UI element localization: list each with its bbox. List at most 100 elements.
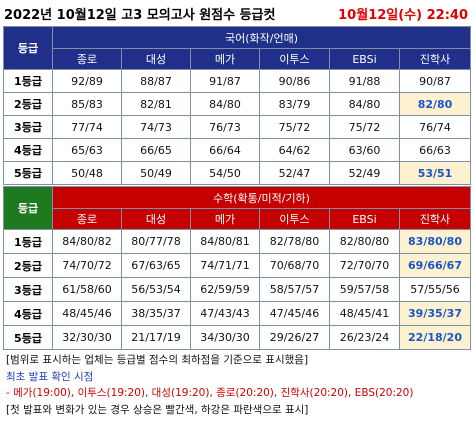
- math-col-mega: 메가: [190, 208, 260, 230]
- score-cell: 26/23/24: [329, 325, 400, 350]
- korean-col-etoos: 이투스: [259, 48, 330, 70]
- korean-col-mega: 메가: [190, 48, 260, 70]
- math-grade-header: 등급: [3, 186, 53, 230]
- grade-label: 3등급: [3, 115, 53, 139]
- score-cell: 70/68/70: [259, 253, 330, 278]
- table-row: 5등급 50/48 50/49 54/50 52/47 52/49 53/51: [3, 161, 472, 185]
- table-row: 4등급 48/45/46 38/35/37 47/43/43 47/45/46 …: [3, 301, 471, 326]
- score-cell: 62/59/59: [190, 277, 260, 302]
- grade-label: 3등급: [3, 277, 53, 302]
- update-datetime: 10월12일(수) 22:40: [338, 8, 468, 23]
- header: 2022년 10월12일 고3 모의고사 원점수 등급컷 10월12일(수) 2…: [0, 0, 474, 26]
- korean-col-daesung: 대성: [121, 48, 191, 70]
- score-cell: 83/79: [259, 92, 330, 116]
- score-cell: 76/73: [190, 115, 260, 139]
- score-cell: 92/89: [52, 69, 122, 93]
- score-cell: 66/63: [398, 138, 472, 162]
- korean-group-header: 국어(화작/언매): [51, 26, 472, 49]
- table-row: 4등급 65/63 66/65 66/64 64/62 63/60 66/63: [3, 138, 472, 162]
- score-cell: 77/74: [52, 115, 122, 139]
- math-grade-table: 등급 수학(확통/미적/기하) 종로 대성 메가 이투스 EBSi 진학사 1등…: [3, 186, 471, 350]
- score-cell: 75/72: [329, 115, 400, 139]
- changed-score-cell: 39/35/37: [399, 301, 471, 326]
- score-cell: 38/35/37: [121, 301, 191, 326]
- table-row: 3등급 77/74 74/73 76/73 75/72 75/72 76/74: [3, 115, 472, 139]
- note-first-release-heading: 최초 발표 확인 시점: [6, 370, 94, 383]
- score-cell: 91/87: [190, 69, 260, 93]
- score-cell: 50/49: [121, 161, 191, 185]
- score-cell: 90/86: [259, 69, 330, 93]
- grade-label: 1등급: [3, 229, 53, 254]
- score-cell: 52/49: [329, 161, 400, 185]
- changed-score-cell: 22/18/20: [399, 325, 471, 350]
- score-cell: 47/43/43: [190, 301, 260, 326]
- score-cell: 88/87: [121, 69, 191, 93]
- score-cell: 80/77/78: [121, 229, 191, 254]
- table-row: 1등급 84/80/82 80/77/78 84/80/81 82/78/80 …: [3, 229, 471, 254]
- score-cell: 57/55/56: [399, 277, 471, 302]
- score-cell: 72/70/70: [329, 253, 400, 278]
- score-cell: 21/17/19: [121, 325, 191, 350]
- table-row: 5등급 32/30/30 21/17/19 34/30/30 29/26/27 …: [3, 325, 471, 350]
- math-col-daesung: 대성: [121, 208, 191, 230]
- score-cell: 66/65: [121, 138, 191, 162]
- score-cell: 52/47: [259, 161, 330, 185]
- note-release-times: - 메가(19:00), 이투스(19:20), 대성(19:20), 종로(2…: [6, 387, 414, 399]
- score-cell: 67/63/65: [121, 253, 191, 278]
- math-col-etoos: 이투스: [259, 208, 330, 230]
- score-cell: 61/58/60: [52, 277, 122, 302]
- changed-score-cell: 82/80: [398, 92, 472, 116]
- score-cell: 75/72: [259, 115, 330, 139]
- score-cell: 66/64: [190, 138, 260, 162]
- score-cell: 85/83: [52, 92, 122, 116]
- score-cell: 59/57/58: [329, 277, 400, 302]
- score-cell: 91/88: [329, 69, 400, 93]
- grade-label: 4등급: [3, 301, 53, 326]
- korean-col-jongro: 종로: [52, 48, 122, 70]
- score-cell: 47/45/46: [259, 301, 330, 326]
- score-cell: 63/60: [329, 138, 400, 162]
- changed-score-cell: 69/66/67: [399, 253, 471, 278]
- grade-label: 2등급: [3, 253, 53, 278]
- score-cell: 58/57/57: [259, 277, 330, 302]
- korean-grade-table: 등급 국어(화작/언매) 종로 대성 메가 이투스 EBSi 진학사 1등급 9…: [3, 26, 472, 185]
- score-cell: 82/78/80: [259, 229, 330, 254]
- score-cell: 90/87: [398, 69, 472, 93]
- grade-label: 5등급: [3, 325, 53, 350]
- score-cell: 56/53/54: [121, 277, 191, 302]
- math-col-ebsi: EBSi: [329, 208, 400, 230]
- score-cell: 84/80: [329, 92, 400, 116]
- notes-section: [범위로 표시하는 업체는 등급별 점수의 최하점을 기준으로 표시했음] 최초…: [6, 352, 470, 418]
- grade-label: 4등급: [3, 138, 53, 162]
- grade-label: 5등급: [3, 161, 53, 185]
- grade-label: 1등급: [3, 69, 53, 93]
- math-group-header: 수학(확통/미적/기하): [52, 186, 471, 209]
- score-cell: 64/62: [259, 138, 330, 162]
- korean-col-jinhak: 진학사: [398, 48, 472, 70]
- score-cell: 74/70/72: [52, 253, 122, 278]
- score-cell: 74/71/71: [190, 253, 260, 278]
- page-title: 2022년 10월12일 고3 모의고사 원점수 등급컷: [4, 8, 276, 23]
- score-cell: 84/80/81: [190, 229, 260, 254]
- table-row: 3등급 61/58/60 56/53/54 62/59/59 58/57/57 …: [3, 277, 471, 302]
- korean-grade-header: 등급: [3, 26, 53, 70]
- score-cell: 84/80/82: [52, 229, 122, 254]
- table-row: 1등급 92/89 88/87 91/87 90/86 91/88 90/87: [3, 69, 472, 93]
- score-cell: 48/45/46: [52, 301, 122, 326]
- score-cell: 50/48: [52, 161, 122, 185]
- note-color-legend: [첫 발표와 변화가 있는 경우 상승은 빨간색, 하강은 파란색으로 표시]: [6, 403, 309, 416]
- score-cell: 74/73: [121, 115, 191, 139]
- table-row: 2등급 85/83 82/81 84/80 83/79 84/80 82/80: [3, 92, 472, 116]
- changed-score-cell: 83/80/80: [399, 229, 471, 254]
- changed-score-cell: 53/51: [398, 161, 472, 185]
- score-cell: 29/26/27: [259, 325, 330, 350]
- math-col-jinhak: 진학사: [399, 208, 471, 230]
- score-cell: 32/30/30: [52, 325, 122, 350]
- score-cell: 54/50: [190, 161, 260, 185]
- score-cell: 82/81: [121, 92, 191, 116]
- korean-col-ebsi: EBSi: [329, 48, 400, 70]
- note-range-basis: [범위로 표시하는 업체는 등급별 점수의 최하점을 기준으로 표시했음]: [6, 354, 309, 366]
- score-cell: 84/80: [190, 92, 260, 116]
- score-cell: 34/30/30: [190, 325, 260, 350]
- score-cell: 65/63: [52, 138, 122, 162]
